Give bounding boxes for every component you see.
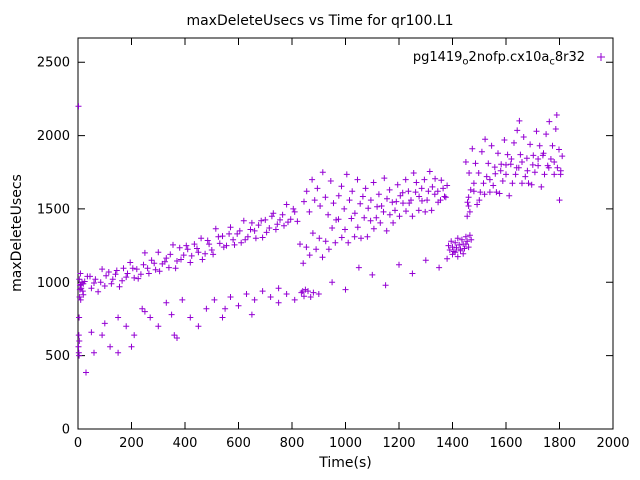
legend-marker-icon [597, 53, 605, 61]
x-tick-label: 400 [173, 436, 198, 451]
x-tick-label: 2000 [596, 436, 629, 451]
x-tick-label: 1400 [436, 436, 469, 451]
y-tick-label: 0 [62, 423, 70, 438]
legend-subscript: c [549, 56, 555, 68]
y-tick-label: 1000 [37, 276, 70, 291]
legend-text: 2nofp.cx10a [468, 50, 550, 65]
y-tick-label: 500 [45, 349, 70, 364]
x-tick-label: 0 [74, 436, 82, 451]
y-tick-label: 1500 [37, 202, 70, 217]
y-tick-label: 2500 [37, 56, 70, 71]
x-axis-label: Time(s) [319, 455, 372, 471]
axis-ticks [77, 38, 614, 430]
plot-border [77, 37, 614, 430]
tick-labels: 0 200 400 600 800 1000 1200 1400 1600 1800 2000 0 50… [37, 56, 630, 451]
x-tick-label: 1600 [489, 436, 522, 451]
chart-title: maxDeleteUsecs vs Time for qr100.L1 [186, 13, 454, 29]
y-tick-label: 2000 [37, 129, 70, 144]
legend-text: 8r32 [554, 50, 585, 65]
legend-text: pg1419 [412, 50, 463, 65]
legend-label: pg1419o2nofp.cx10ac8r32 [413, 50, 585, 68]
x-tick-label: 1800 [543, 436, 576, 451]
scatter-points [75, 103, 566, 376]
x-tick-label: 200 [119, 436, 144, 451]
legend-subscript: o [462, 56, 469, 68]
y-axis-label: maxDeleteUsecs [9, 174, 25, 292]
x-tick-label: 1200 [382, 436, 415, 451]
x-tick-label: 800 [280, 436, 305, 451]
x-tick-label: 600 [226, 436, 251, 451]
x-tick-label: 1000 [329, 436, 362, 451]
